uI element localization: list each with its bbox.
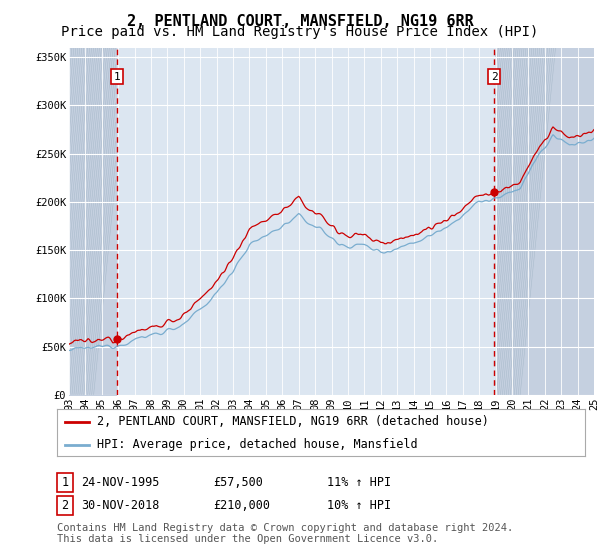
- Text: 11% ↑ HPI: 11% ↑ HPI: [327, 476, 391, 489]
- Text: 2, PENTLAND COURT, MANSFIELD, NG19 6RR (detached house): 2, PENTLAND COURT, MANSFIELD, NG19 6RR (…: [97, 415, 488, 428]
- Text: 30-NOV-2018: 30-NOV-2018: [81, 498, 160, 512]
- Text: Contains HM Land Registry data © Crown copyright and database right 2024.
This d: Contains HM Land Registry data © Crown c…: [57, 522, 513, 544]
- Text: HPI: Average price, detached house, Mansfield: HPI: Average price, detached house, Mans…: [97, 438, 417, 451]
- Text: 24-NOV-1995: 24-NOV-1995: [81, 476, 160, 489]
- Text: 2: 2: [61, 498, 68, 512]
- Text: Price paid vs. HM Land Registry's House Price Index (HPI): Price paid vs. HM Land Registry's House …: [61, 25, 539, 39]
- Text: 2, PENTLAND COURT, MANSFIELD, NG19 6RR: 2, PENTLAND COURT, MANSFIELD, NG19 6RR: [127, 14, 473, 29]
- Text: 2: 2: [491, 72, 497, 82]
- Text: £57,500: £57,500: [213, 476, 263, 489]
- Polygon shape: [69, 48, 116, 395]
- Text: 1: 1: [61, 476, 68, 489]
- Text: 1: 1: [113, 72, 120, 82]
- Text: £210,000: £210,000: [213, 498, 270, 512]
- Polygon shape: [496, 48, 594, 395]
- Text: 10% ↑ HPI: 10% ↑ HPI: [327, 498, 391, 512]
